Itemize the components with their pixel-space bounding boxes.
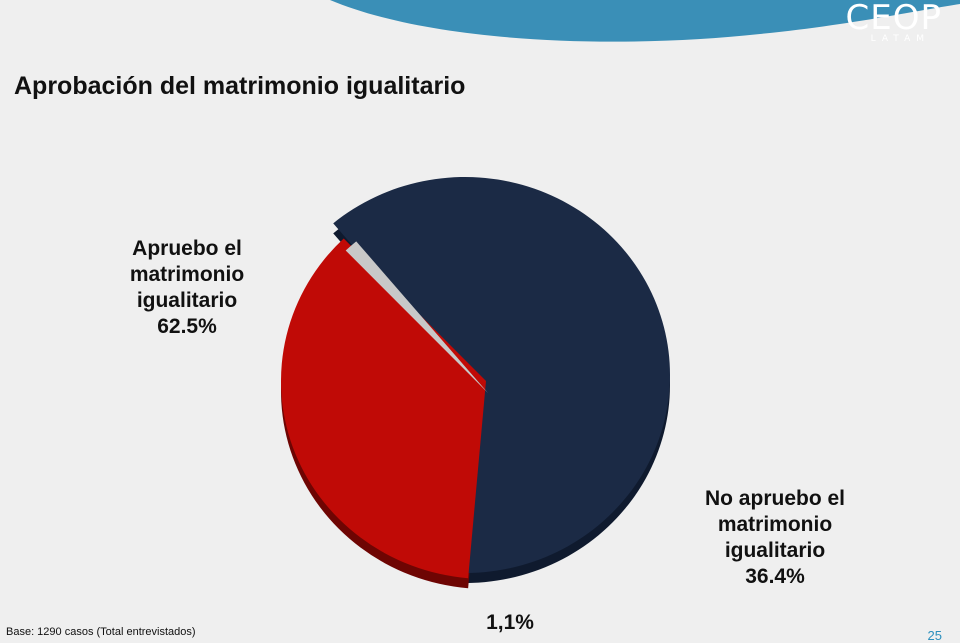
label-approve-line-2: matrimonio: [129, 263, 245, 286]
label-disapprove-line-3: igualitario: [724, 539, 826, 562]
pie-slice-0: [333, 176, 670, 573]
page-number: 25: [927, 628, 942, 643]
pie-slice-1: [281, 238, 486, 579]
label-disapprove: No apruebo el matrimonio igualitario 36.…: [690, 486, 860, 590]
label-disapprove-value: 36.4%: [745, 565, 805, 588]
label-approve-line-3: igualitario: [136, 289, 238, 312]
footer-base: Base: 1290 casos (Total entrevistados): [6, 626, 196, 638]
label-approve: Apruebo el matrimonio igualitario 62.5%: [112, 236, 262, 340]
label-approve-line-1: Apruebo el: [132, 237, 242, 260]
slide-title: Aprobación del matrimonio igualitario: [14, 72, 466, 100]
label-approve-value: 62.5%: [157, 315, 217, 338]
label-other-value: 1,1%: [486, 611, 534, 634]
pie-slice-2: [345, 241, 488, 393]
label-disapprove-line-2: matrimonio: [717, 513, 833, 536]
ceop-logo-subtitle: LATAM: [870, 34, 930, 44]
ceop-logo: CEOP: [845, 0, 942, 38]
label-disapprove-line-1: No apruebo el: [704, 487, 846, 510]
header-wave: [330, 0, 960, 42]
